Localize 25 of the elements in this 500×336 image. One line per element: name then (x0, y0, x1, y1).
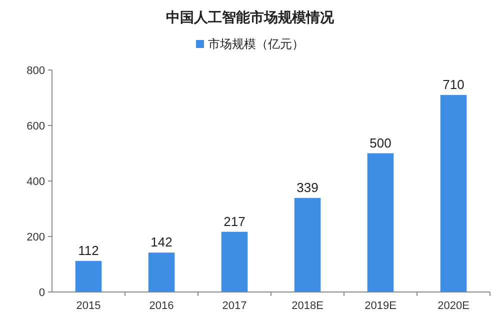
x-tick-label: 2016 (149, 300, 174, 312)
bar (294, 198, 321, 292)
x-tick-label: 2019E (364, 300, 396, 312)
data-label: 710 (442, 76, 464, 92)
bar (148, 252, 175, 292)
x-tick-label: 2017 (222, 300, 247, 312)
bar (221, 232, 248, 292)
data-label: 142 (150, 234, 172, 250)
x-tick-label: 2018E (292, 300, 324, 312)
y-tick-label: 600 (26, 120, 45, 132)
y-tick-label: 0 (38, 287, 45, 299)
y-tick-label: 200 (26, 232, 45, 244)
data-label: 500 (370, 135, 392, 150)
legend-label: 市场规模（亿元） (208, 37, 304, 51)
chart-title: 中国人工智能市场规模情况 (166, 9, 335, 25)
bar (75, 260, 102, 292)
y-tick-label: 400 (26, 176, 45, 188)
x-tick-label: 2015 (76, 300, 101, 312)
data-label: 217 (224, 214, 246, 229)
x-tick-label: 2020E (438, 300, 470, 312)
data-label: 112 (78, 242, 99, 258)
data-label: 339 (296, 180, 318, 195)
y-tick-label: 800 (26, 65, 45, 77)
bar (440, 94, 467, 292)
bar (367, 153, 394, 292)
